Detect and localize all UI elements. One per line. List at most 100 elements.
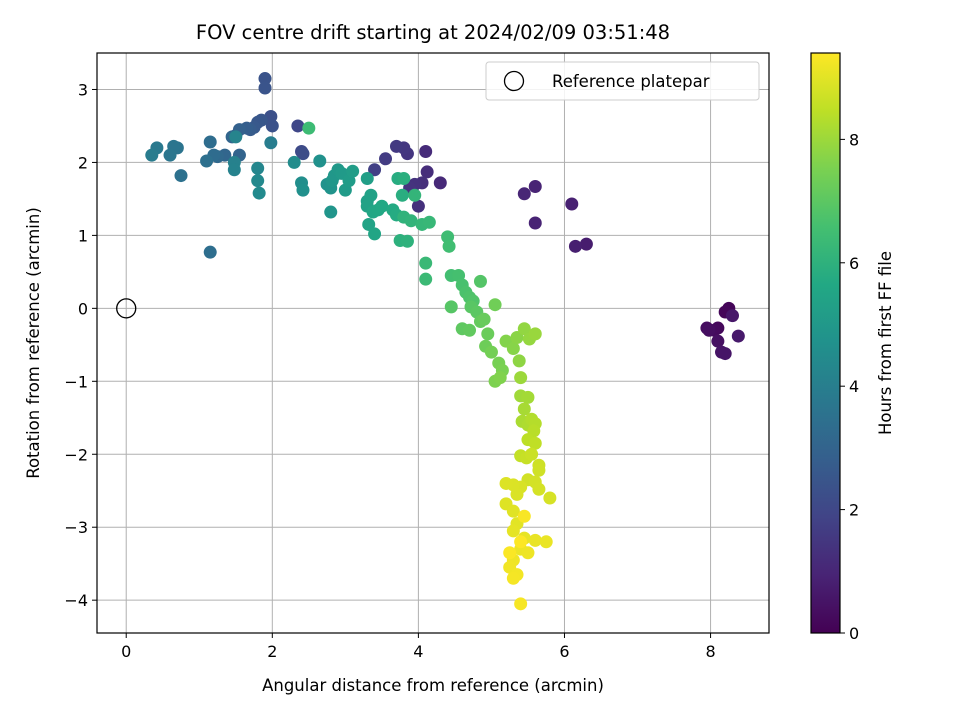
- data-point: [488, 298, 502, 312]
- data-point: [420, 165, 434, 179]
- data-point: [463, 323, 477, 337]
- data-point: [203, 135, 217, 149]
- x-tick-label: 6: [559, 642, 569, 661]
- data-point: [725, 309, 739, 323]
- data-point: [528, 436, 542, 450]
- data-point: [368, 163, 382, 177]
- legend-label: Reference platepar: [552, 72, 710, 91]
- data-point: [379, 152, 393, 166]
- legend-box: [485, 61, 760, 101]
- data-point: [251, 161, 265, 175]
- colorbar-ticks: 0 2 4 6 8: [840, 130, 859, 643]
- data-point: [258, 81, 272, 95]
- data-point: [506, 341, 520, 355]
- colorbar-tick-label: 0: [849, 624, 859, 643]
- data-point: [408, 188, 422, 202]
- data-point: [404, 214, 418, 228]
- data-point: [499, 476, 513, 490]
- data-point: [422, 215, 436, 229]
- data-point: [265, 119, 279, 133]
- data-point: [477, 312, 491, 326]
- axis-ticks: 0 2 4 6 8 −4 −3 −2 −1 0 1 2 3: [64, 80, 715, 661]
- data-point: [579, 237, 593, 251]
- data-point: [389, 139, 403, 153]
- data-point: [364, 188, 378, 202]
- data-point: [291, 119, 305, 133]
- y-tick-label: 2: [78, 153, 88, 172]
- x-tick-label: 8: [705, 642, 715, 661]
- data-point: [532, 463, 546, 477]
- data-point: [718, 347, 732, 361]
- data-point: [287, 155, 301, 169]
- data-point: [302, 121, 316, 135]
- x-tick-label: 0: [121, 642, 131, 661]
- y-tick-label: −2: [64, 445, 88, 464]
- data-point: [163, 148, 177, 162]
- y-tick-label: −3: [64, 518, 88, 537]
- data-point: [514, 535, 528, 549]
- data-point: [473, 274, 487, 288]
- x-tick-label: 4: [413, 642, 423, 661]
- data-point: [324, 205, 338, 219]
- data-point: [568, 239, 582, 253]
- data-point: [514, 597, 528, 611]
- data-point: [525, 447, 539, 461]
- gridlines: [97, 53, 769, 633]
- y-tick-label: 1: [78, 226, 88, 245]
- data-point: [702, 323, 716, 337]
- colorbar-label: Hours from first FF file: [876, 251, 895, 435]
- colorbar-tick-label: 6: [849, 254, 859, 273]
- scatter-points: [116, 72, 745, 611]
- colorbar: [810, 52, 841, 634]
- data-point: [517, 509, 531, 523]
- data-point: [514, 371, 528, 385]
- data-point: [444, 300, 458, 314]
- data-point: [419, 272, 433, 286]
- data-point: [521, 390, 535, 404]
- data-point: [362, 217, 376, 231]
- y-tick-label: −1: [64, 372, 88, 391]
- data-point: [481, 327, 495, 341]
- data-point: [203, 245, 217, 259]
- data-point: [503, 546, 517, 560]
- data-point: [510, 331, 524, 345]
- data-point: [506, 571, 520, 585]
- data-point: [368, 227, 382, 241]
- data-point: [517, 402, 531, 416]
- data-point: [174, 169, 188, 183]
- data-point: [296, 147, 310, 161]
- data-point: [313, 154, 327, 168]
- data-point: [528, 216, 542, 230]
- data-point: [521, 546, 535, 560]
- y-tick-label: −4: [64, 591, 88, 610]
- data-point: [517, 322, 531, 336]
- colorbar-tick-label: 8: [849, 130, 859, 149]
- colorbar-tick-label: 2: [849, 501, 859, 520]
- data-point: [442, 239, 456, 253]
- data-point: [229, 130, 243, 144]
- data-point: [543, 491, 557, 505]
- y-axis-label: Rotation from reference (arcmin): [24, 207, 43, 479]
- data-point: [506, 524, 520, 538]
- data-point: [484, 345, 498, 359]
- data-point: [375, 199, 389, 213]
- data-point: [346, 164, 360, 178]
- data-point: [528, 327, 542, 341]
- data-point: [433, 176, 447, 190]
- x-tick-label: 2: [267, 642, 277, 661]
- legend: Reference platepar: [485, 61, 760, 101]
- data-point: [711, 334, 725, 348]
- plot-area-frame: [96, 52, 770, 634]
- data-point: [512, 354, 526, 368]
- data-point: [252, 186, 266, 200]
- y-tick-label: 3: [78, 80, 88, 99]
- data-point: [395, 188, 409, 202]
- reference-platepar-marker: [116, 298, 137, 319]
- legend-marker-open-circle: [503, 70, 525, 92]
- data-point: [397, 171, 411, 185]
- data-point: [419, 144, 433, 158]
- data-point: [532, 482, 546, 496]
- data-point: [493, 371, 507, 385]
- chart-title: FOV centre drift starting at 2024/02/09 …: [196, 21, 670, 44]
- data-point: [227, 163, 241, 177]
